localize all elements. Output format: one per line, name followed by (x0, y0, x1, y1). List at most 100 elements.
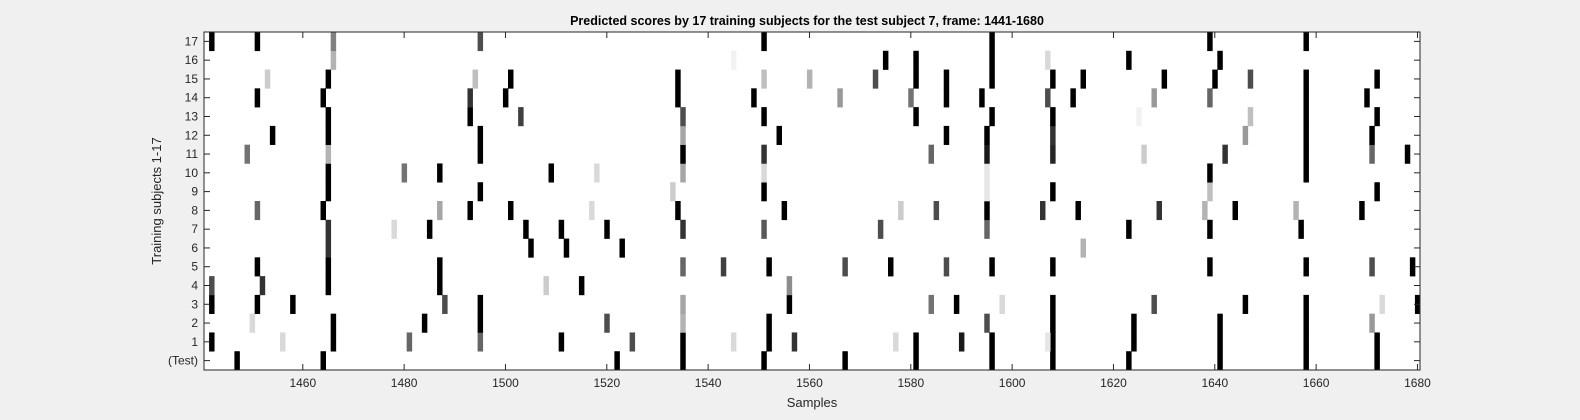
x-tick-label: 1640 (1201, 376, 1228, 390)
heatmap-cell (508, 201, 514, 221)
heatmap-cell (249, 313, 256, 333)
heatmap-cell (680, 219, 686, 239)
heatmap-cell (604, 219, 610, 239)
heatmap-cell (984, 125, 990, 145)
heatmap-cell (477, 182, 484, 202)
heatmap-cell (670, 182, 676, 202)
heatmap-cell (1050, 182, 1056, 202)
heatmap-cell (325, 257, 332, 277)
heatmap-cell (209, 32, 215, 52)
heatmap-cell (1374, 332, 1380, 352)
heatmap-cell (1303, 332, 1309, 352)
heatmap-cell (558, 219, 565, 239)
heatmap-cell (1247, 69, 1254, 89)
x-tick-label: 1680 (1404, 376, 1431, 390)
heatmap-cell (806, 69, 813, 89)
x-tick-label: 1540 (695, 376, 722, 390)
heatmap-cell (1298, 219, 1304, 239)
heatmap-cell (898, 201, 904, 221)
heatmap-cell (543, 276, 549, 296)
heatmap-cell (761, 219, 767, 239)
heatmap-cell (1126, 50, 1132, 70)
heatmap-cell (325, 219, 332, 239)
heatmap-cell (1374, 107, 1380, 127)
heatmap-cell (791, 332, 798, 352)
heatmap-cell (502, 88, 509, 108)
heatmap-cell (1369, 144, 1375, 164)
y-tick-label: 15 (185, 72, 199, 86)
heatmap-cell (761, 351, 767, 371)
x-tick-label: 1580 (897, 376, 924, 390)
heatmap-cell (254, 294, 261, 314)
heatmap-cell (594, 163, 600, 183)
heatmap-cell (437, 276, 443, 296)
heatmap-cell (325, 69, 332, 89)
heatmap-cell (1050, 313, 1056, 333)
heatmap-cell (1070, 88, 1076, 108)
heatmap-cell (928, 144, 934, 164)
heatmap-cell (1207, 257, 1213, 277)
heatmap-cell (680, 332, 686, 352)
x-tick-label: 1460 (289, 376, 316, 390)
heatmap-cell (1050, 351, 1056, 371)
chart-title: Predicted scores by 17 training subjects… (570, 14, 1044, 28)
heatmap-cell (1303, 294, 1309, 314)
heatmap-cell (477, 125, 484, 145)
heatmap-cell (325, 276, 332, 296)
heatmap-cell (786, 276, 793, 296)
heatmap-cell (290, 294, 296, 314)
heatmap-cell (680, 144, 686, 164)
y-tick-label: 12 (185, 128, 199, 142)
heatmap-cell (913, 107, 919, 127)
heatmap-cell (209, 332, 215, 352)
heatmap-cell (877, 219, 884, 239)
heatmap-cell (1136, 107, 1142, 127)
heatmap-cell (1364, 88, 1370, 108)
heatmap-cell (1369, 313, 1375, 333)
x-tick-label: 1620 (1100, 376, 1127, 390)
heatmap-cell (1050, 257, 1056, 277)
heatmap-cell (953, 294, 960, 314)
heatmap-cell (320, 201, 326, 221)
heatmap-cell (943, 257, 950, 277)
heatmap-cell (325, 182, 332, 202)
y-tick-label: 13 (185, 110, 199, 124)
heatmap-cell (548, 163, 554, 183)
heatmap-cell (680, 257, 686, 277)
heatmap-cell (1293, 201, 1299, 221)
heatmap-cell (1374, 69, 1380, 89)
heatmap-cell (1207, 219, 1213, 239)
heatmap-cell (882, 50, 889, 70)
heatmap-cell (477, 144, 484, 164)
heatmap-cell (1207, 163, 1213, 183)
heatmap-cell (989, 332, 995, 352)
heatmap-cell (675, 201, 681, 221)
heatmap-cell (680, 351, 686, 371)
heatmap-cell (1303, 144, 1309, 164)
heatmap-cell (325, 125, 332, 145)
heatmap-cell (629, 332, 636, 352)
heatmap-cell (680, 294, 686, 314)
heatmap-cell (761, 163, 767, 183)
heatmap-cell (761, 144, 767, 164)
heatmap-cell (477, 332, 484, 352)
heatmap-cell (1075, 201, 1081, 221)
y-tick-label: 8 (191, 203, 198, 217)
heatmap-cell (984, 144, 990, 164)
heatmap-cell (391, 219, 397, 239)
heatmap-cell (989, 69, 995, 89)
heatmap-cell (781, 201, 788, 221)
heatmap-cell (1303, 313, 1309, 333)
heatmap-cell (680, 313, 686, 333)
heatmap-cell (330, 332, 337, 352)
heatmap-cell (254, 88, 261, 108)
heatmap-cell (209, 276, 215, 296)
heatmap-cell (1202, 201, 1208, 221)
heatmap-cell (680, 107, 686, 127)
heatmap-cell (558, 332, 565, 352)
heatmap-cell (680, 163, 686, 183)
heatmap-cell (442, 294, 448, 314)
heatmap-cell (1141, 144, 1147, 164)
heatmap-cell (1369, 125, 1375, 145)
